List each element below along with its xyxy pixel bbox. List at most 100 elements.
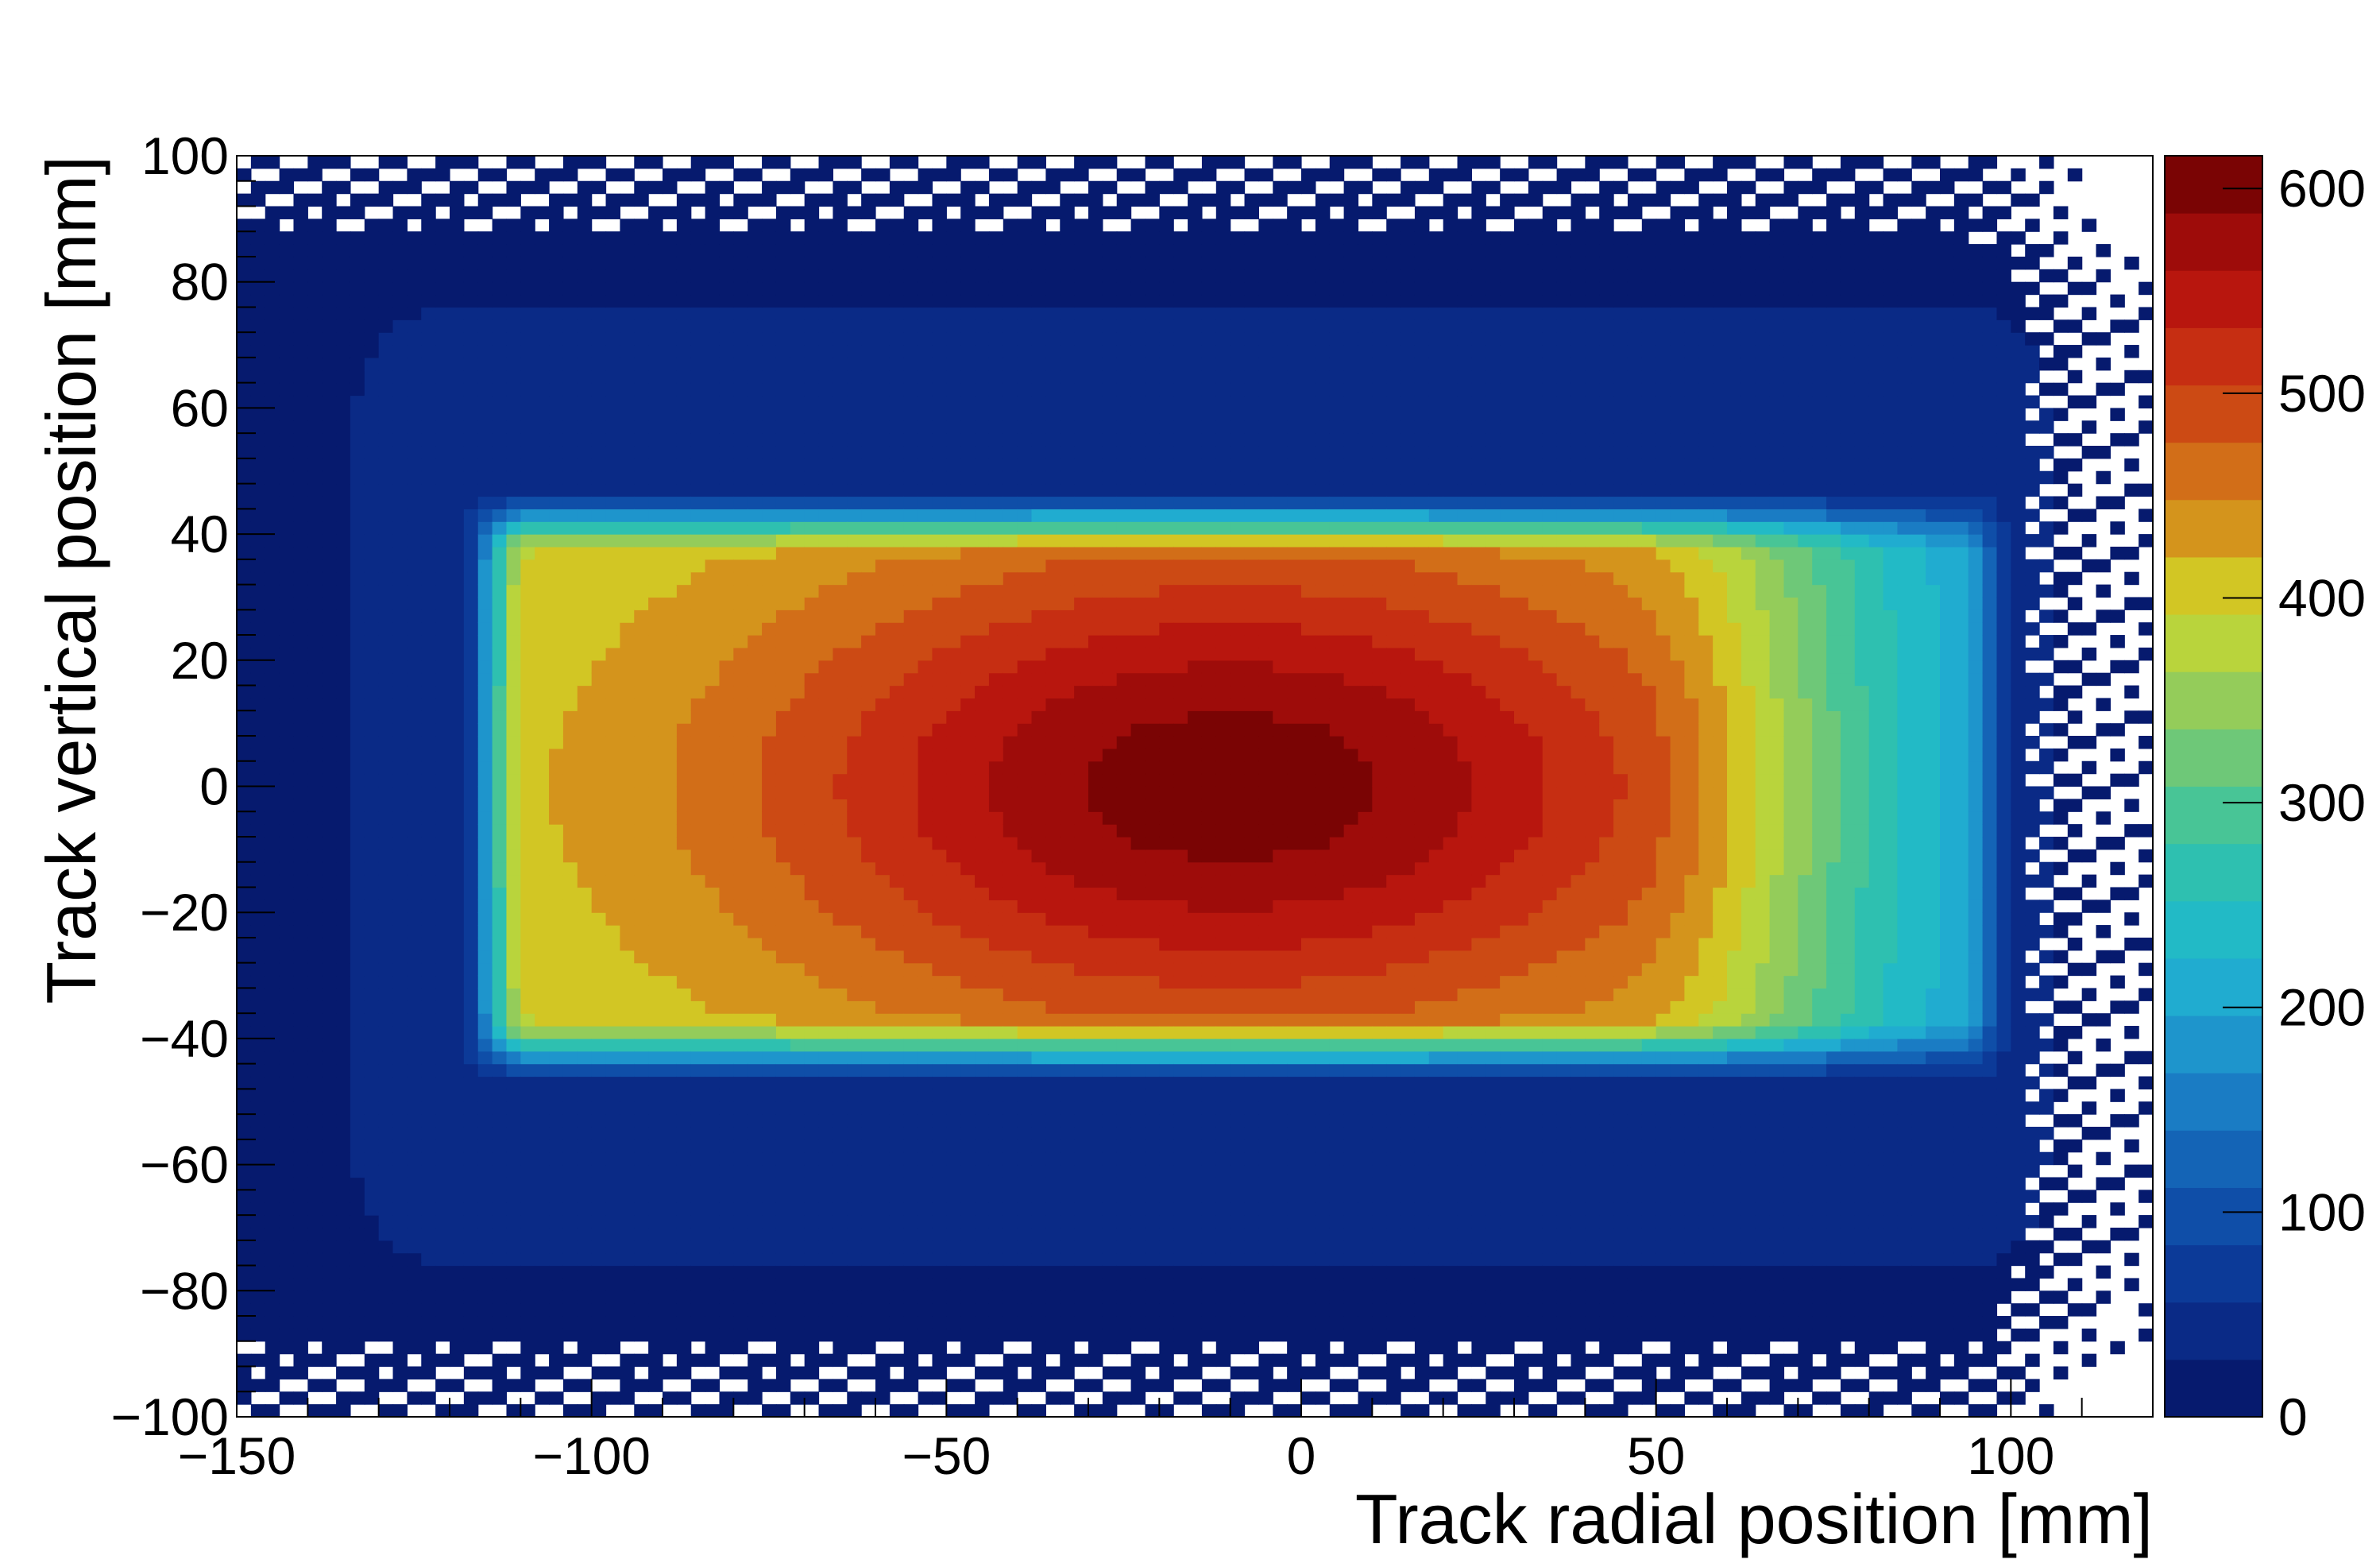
heatmap-cell bbox=[663, 345, 678, 358]
heatmap-cell bbox=[378, 1240, 394, 1254]
heatmap-cell bbox=[605, 1316, 620, 1329]
heatmap-cell bbox=[790, 1101, 806, 1115]
heatmap-cell bbox=[903, 156, 919, 169]
heatmap-cell bbox=[634, 836, 649, 850]
heatmap-cell bbox=[407, 811, 422, 825]
heatmap-cell bbox=[705, 861, 721, 876]
heatmap-cell bbox=[506, 635, 521, 648]
heatmap-cell bbox=[875, 736, 891, 749]
heatmap-cell bbox=[350, 458, 365, 472]
heatmap-cell bbox=[861, 1316, 876, 1329]
heatmap-cell bbox=[322, 1076, 337, 1089]
heatmap-cell bbox=[421, 1391, 436, 1405]
heatmap-cell bbox=[605, 559, 620, 573]
heatmap-cell bbox=[492, 874, 508, 888]
heatmap-cell bbox=[705, 571, 721, 586]
heatmap-cell bbox=[790, 470, 806, 485]
heatmap-cell bbox=[350, 168, 365, 182]
heatmap-cell bbox=[676, 370, 692, 384]
heatmap-cell bbox=[265, 345, 280, 358]
heatmap-cell bbox=[450, 1101, 465, 1115]
heatmap-cell bbox=[861, 836, 876, 850]
heatmap-cell bbox=[237, 446, 252, 459]
heatmap-cell bbox=[350, 647, 365, 661]
heatmap-cell bbox=[818, 584, 833, 598]
heatmap-cell bbox=[663, 180, 678, 195]
heatmap-cell bbox=[562, 1026, 578, 1039]
heatmap-cell bbox=[620, 912, 635, 926]
heatmap-cell bbox=[492, 698, 508, 711]
heatmap-cell bbox=[562, 1013, 578, 1027]
heatmap-cell bbox=[577, 1265, 593, 1279]
heatmap-cell bbox=[975, 1050, 990, 1065]
heatmap-cell bbox=[634, 1114, 649, 1128]
heatmap-cell bbox=[875, 1026, 891, 1039]
heatmap-cell bbox=[946, 345, 961, 358]
heatmap-cell bbox=[932, 307, 947, 320]
heatmap-cell bbox=[690, 1038, 706, 1052]
heatmap-cell bbox=[435, 773, 450, 787]
heatmap-cell bbox=[265, 1252, 280, 1267]
heatmap-cell bbox=[336, 1089, 351, 1102]
heatmap-cell bbox=[392, 180, 408, 195]
heatmap-cell bbox=[549, 1076, 564, 1089]
heatmap-cell bbox=[237, 912, 252, 926]
heatmap-cell bbox=[676, 470, 692, 485]
heatmap-cell bbox=[762, 332, 777, 346]
heatmap-cell bbox=[634, 1089, 649, 1102]
heatmap-cell bbox=[279, 1177, 295, 1190]
heatmap-cell bbox=[336, 408, 351, 421]
heatmap-cell bbox=[663, 1063, 678, 1078]
heatmap-cell bbox=[705, 1089, 721, 1102]
heatmap-cell bbox=[435, 370, 450, 384]
heatmap-cell bbox=[719, 975, 734, 989]
heatmap-cell bbox=[591, 861, 607, 876]
heatmap-cell bbox=[946, 609, 961, 623]
heatmap-cell bbox=[762, 1026, 777, 1039]
heatmap-cell bbox=[450, 546, 465, 560]
heatmap-cell bbox=[450, 370, 465, 384]
heatmap-cell bbox=[577, 1089, 593, 1102]
heatmap-cell bbox=[535, 1328, 550, 1342]
heatmap-cell bbox=[946, 1202, 961, 1216]
heatmap-cell bbox=[293, 811, 308, 825]
heatmap-cell bbox=[932, 635, 947, 648]
heatmap-cell bbox=[903, 1379, 919, 1392]
heatmap-cell bbox=[407, 281, 422, 296]
heatmap-cell bbox=[463, 1316, 479, 1329]
heatmap-cell bbox=[918, 1190, 933, 1203]
heatmap-cell bbox=[237, 710, 252, 724]
heatmap-cell bbox=[577, 458, 593, 472]
heatmap-cell bbox=[676, 660, 692, 674]
heatmap-cell bbox=[861, 206, 876, 219]
heatmap-cell bbox=[719, 962, 734, 977]
heatmap-cell bbox=[562, 1089, 578, 1102]
heatmap-cell bbox=[463, 559, 479, 573]
heatmap-cell bbox=[378, 332, 394, 346]
heatmap-cell bbox=[237, 1050, 252, 1065]
heatmap-cell bbox=[648, 912, 663, 926]
heatmap-cell bbox=[918, 1126, 933, 1140]
heatmap-cell bbox=[450, 836, 465, 850]
heatmap-cell bbox=[663, 1050, 678, 1065]
heatmap-cell bbox=[520, 382, 535, 397]
heatmap-cell bbox=[719, 1164, 734, 1178]
heatmap-cell bbox=[790, 786, 806, 799]
heatmap-cell bbox=[861, 1328, 876, 1342]
heatmap-cell bbox=[847, 937, 862, 951]
heatmap-cell bbox=[975, 1341, 990, 1355]
heatmap-cell bbox=[818, 609, 833, 623]
heatmap-cell bbox=[506, 231, 521, 245]
heatmap-cell bbox=[733, 988, 748, 1001]
heatmap-cell bbox=[960, 1341, 976, 1355]
heatmap-cell bbox=[620, 1076, 635, 1089]
heatmap-cell bbox=[364, 975, 380, 989]
heatmap-cell bbox=[775, 1151, 791, 1166]
heatmap-cell bbox=[634, 660, 649, 674]
heatmap-cell bbox=[250, 156, 266, 169]
heatmap-cell bbox=[861, 900, 876, 913]
heatmap-cell bbox=[265, 206, 280, 219]
heatmap-cell bbox=[279, 1252, 295, 1267]
heatmap-cell bbox=[719, 1114, 734, 1128]
heatmap-cell bbox=[265, 483, 280, 497]
